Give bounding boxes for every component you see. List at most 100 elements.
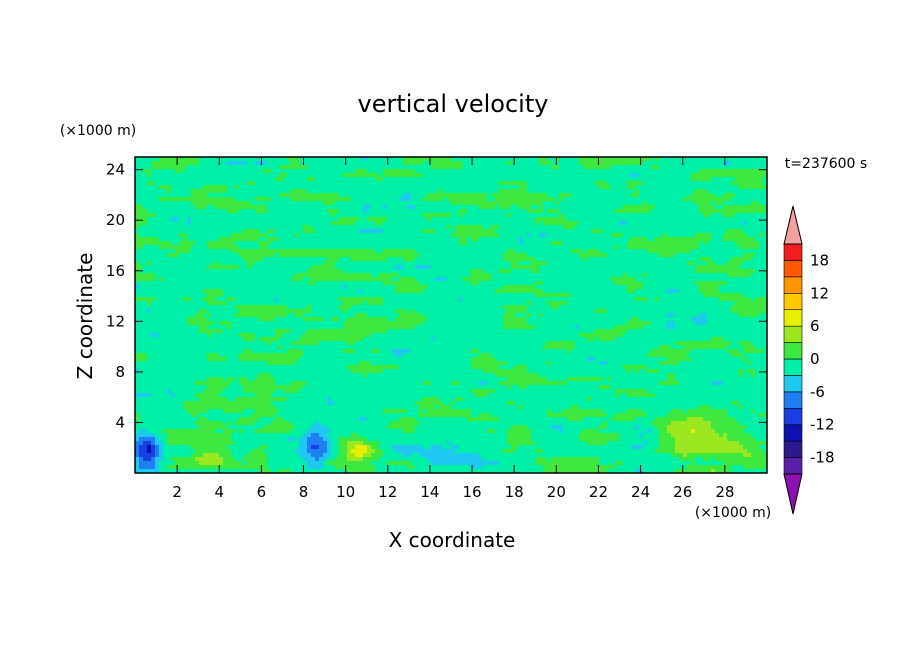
- field-cell: [471, 465, 484, 470]
- field-cell: [459, 297, 464, 302]
- field-cell: [699, 313, 708, 318]
- field-cell: [275, 329, 292, 334]
- field-cell: [495, 429, 508, 434]
- field-cell: [519, 241, 524, 246]
- field-cell: [551, 425, 564, 430]
- field-cell: [207, 313, 212, 318]
- field-cell: [135, 469, 160, 473]
- field-cell: [291, 381, 308, 386]
- field-cell: [259, 373, 272, 378]
- field-cell: [535, 441, 588, 446]
- field-cell: [327, 441, 332, 446]
- field-cell: [363, 337, 432, 342]
- field-cell: [503, 313, 516, 318]
- field-cell: [623, 333, 767, 338]
- field-cell: [347, 309, 396, 314]
- field-cell: [627, 321, 652, 326]
- field-cell: [427, 285, 504, 290]
- field-cell: [543, 201, 556, 206]
- field-cell: [603, 229, 728, 234]
- field-cell: [191, 189, 228, 194]
- field-cell: [539, 233, 548, 238]
- field-cell: [715, 429, 744, 434]
- field-cell: [503, 325, 536, 330]
- field-cell: [247, 181, 256, 186]
- field-cell: [147, 309, 152, 314]
- field-cell: [611, 377, 668, 382]
- field-cell: [627, 273, 644, 278]
- x-tick-label: 2: [172, 483, 182, 501]
- field-cell: [387, 317, 396, 322]
- velocity-field: [135, 157, 767, 473]
- field-cell: [351, 197, 400, 202]
- field-cell: [579, 433, 620, 438]
- field-cell: [151, 309, 200, 314]
- field-cell: [147, 209, 228, 214]
- field-cell: [763, 449, 767, 454]
- field-cell: [543, 449, 656, 454]
- field-cell: [271, 373, 364, 378]
- field-cell: [247, 261, 256, 266]
- x-tick-label: 20: [547, 483, 566, 501]
- field-cell: [743, 293, 767, 298]
- field-cell: [459, 209, 468, 214]
- field-cell: [355, 313, 368, 318]
- field-cell: [431, 217, 536, 222]
- field-cell: [551, 165, 560, 170]
- field-cell: [299, 161, 404, 166]
- field-cell: [339, 441, 348, 446]
- field-cell: [703, 293, 744, 298]
- field-cell: [467, 241, 520, 246]
- field-cell: [723, 161, 732, 166]
- field-cell: [675, 445, 744, 450]
- field-cell: [239, 265, 248, 270]
- field-cell: [155, 449, 160, 454]
- field-cell: [135, 445, 140, 450]
- field-cell: [651, 165, 660, 170]
- field-cell: [723, 461, 767, 466]
- field-cell: [207, 265, 240, 270]
- field-cell: [135, 337, 244, 342]
- field-cell: [527, 317, 632, 322]
- field-cell: [135, 405, 184, 410]
- field-cell: [187, 233, 232, 238]
- field-cell: [151, 261, 216, 266]
- field-cell: [691, 317, 708, 322]
- field-cell: [387, 205, 408, 210]
- field-cell: [339, 297, 384, 302]
- field-cell: [347, 453, 356, 458]
- field-cell: [391, 349, 412, 354]
- field-cell: [647, 365, 767, 370]
- field-cell: [583, 165, 612, 170]
- field-cell: [431, 161, 464, 166]
- field-cell: [611, 233, 624, 238]
- field-cell: [463, 161, 508, 166]
- field-cell: [471, 349, 480, 354]
- field-cell: [751, 341, 767, 346]
- field-cell: [491, 193, 548, 198]
- field-cell: [659, 165, 767, 170]
- field-cell: [219, 393, 256, 398]
- field-cell: [135, 157, 160, 162]
- time-label: t=237600 s: [785, 156, 867, 172]
- field-cell: [731, 469, 767, 473]
- field-cell: [259, 241, 272, 246]
- field-cell: [315, 229, 360, 234]
- field-cell: [379, 173, 384, 178]
- field-cell: [179, 253, 240, 258]
- field-cell: [135, 401, 184, 406]
- field-cell: [763, 349, 767, 354]
- field-cell: [507, 441, 536, 446]
- field-cell: [751, 433, 767, 438]
- field-cell: [371, 361, 472, 366]
- field-cell: [699, 245, 740, 250]
- field-cell: [755, 237, 767, 242]
- field-cell: [311, 453, 324, 458]
- field-cell: [723, 193, 736, 198]
- field-cell: [647, 249, 692, 254]
- field-cell: [151, 165, 188, 170]
- field-cell: [267, 341, 272, 346]
- field-cell: [743, 261, 767, 266]
- field-cell: [543, 209, 548, 214]
- field-cell: [603, 421, 608, 426]
